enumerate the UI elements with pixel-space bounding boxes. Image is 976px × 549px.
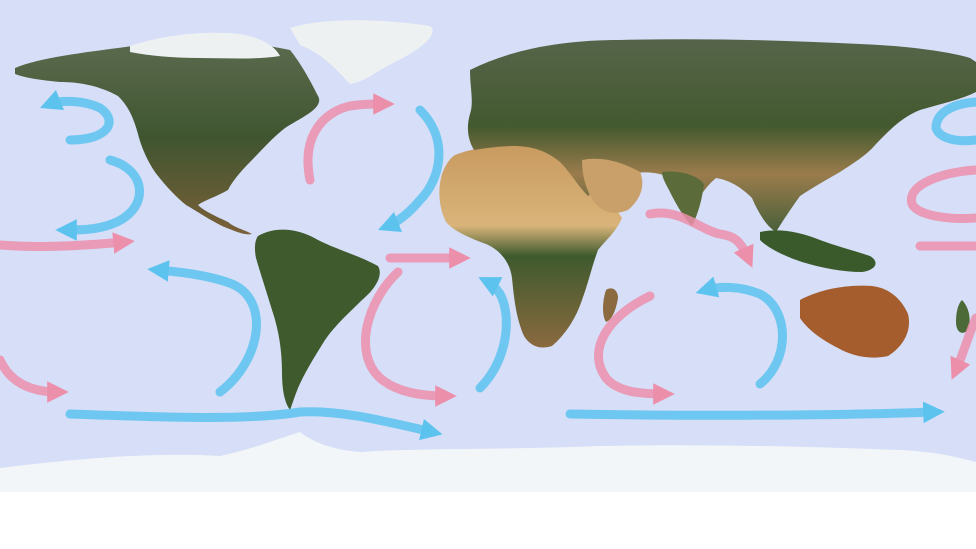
warm-current-north-equatorial-pacific bbox=[0, 242, 124, 246]
below-map-area bbox=[0, 490, 976, 549]
cold-current-antarctic-circumpolar-indian bbox=[570, 412, 934, 415]
